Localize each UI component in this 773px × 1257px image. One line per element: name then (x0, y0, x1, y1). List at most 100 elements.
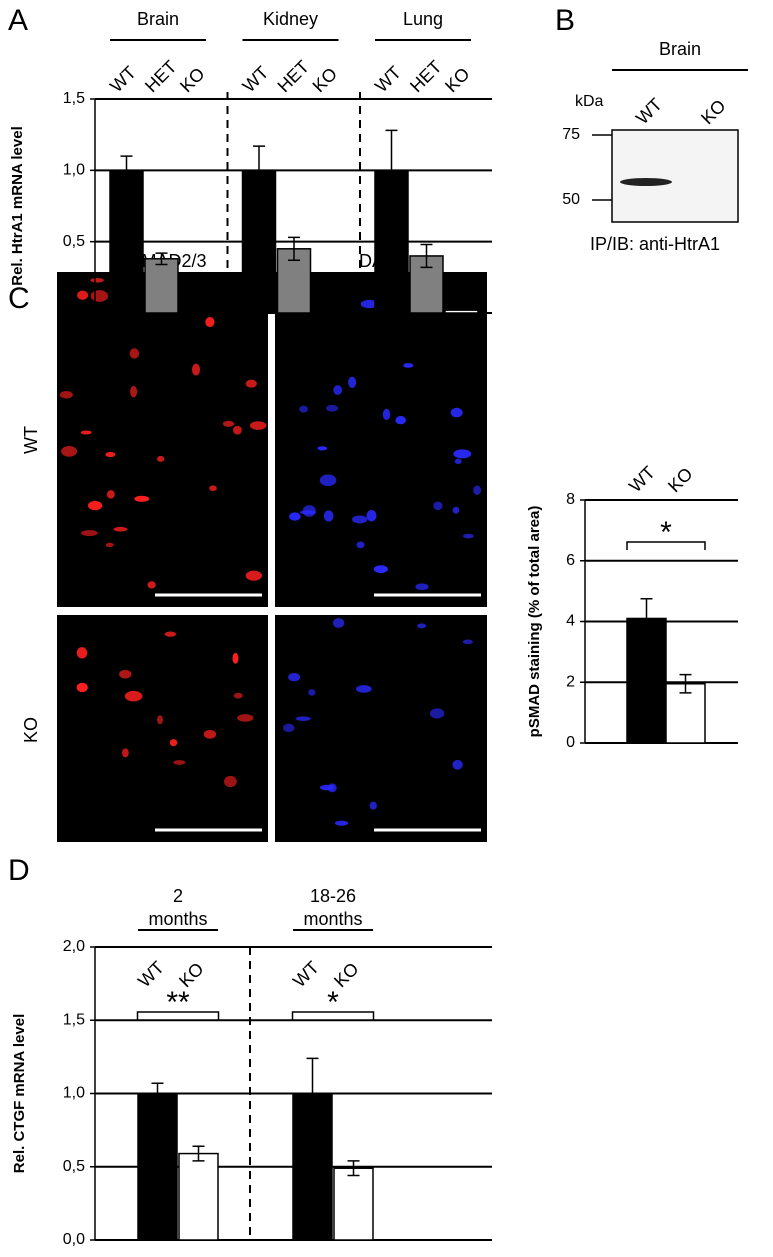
nucleus (245, 570, 262, 581)
nucleus (382, 408, 391, 421)
nucleus (232, 652, 239, 664)
series-label: WT (239, 62, 273, 96)
series-label: KO (176, 64, 209, 97)
nucleus (76, 682, 88, 693)
bar (665, 683, 706, 744)
series-label: WT (134, 957, 168, 991)
error-bar (679, 673, 692, 694)
micrograph (57, 615, 268, 842)
y-tick-label: 2 (566, 673, 575, 690)
nucleus (237, 714, 254, 722)
y-tick-label: 2,0 (63, 938, 85, 955)
bar (137, 1092, 178, 1241)
panel-label: B (555, 4, 575, 37)
group-label: months (303, 909, 362, 929)
panel-label: A (8, 4, 28, 37)
row-label: WT (21, 426, 41, 454)
series-label: HET (406, 57, 446, 97)
y-tick-label: 1,0 (63, 1085, 85, 1102)
nucleus (319, 784, 335, 791)
series-label: WT (289, 957, 323, 991)
nucleus (169, 739, 178, 747)
panel-label: D (8, 854, 30, 887)
nucleus (59, 391, 73, 399)
nucleus (80, 430, 92, 435)
nucleus (360, 299, 379, 309)
y-tick-label: 4 (566, 613, 575, 630)
nucleus (288, 673, 301, 682)
marker-label: 50 (562, 191, 580, 208)
y-tick-label: 0,0 (63, 304, 85, 321)
nucleus (332, 618, 345, 628)
error-bar (192, 1145, 205, 1162)
significance-bracket (626, 541, 706, 550)
nucleus (319, 474, 337, 487)
significance-bracket (291, 1011, 375, 1020)
error-bar (640, 597, 653, 639)
nucleus (473, 485, 482, 495)
series-label: WT (106, 62, 140, 96)
nucleus (283, 723, 295, 733)
nucleus (348, 376, 357, 389)
nucleus (317, 446, 328, 451)
significance-label: ** (166, 986, 190, 1019)
y-tick-label: 0,0 (63, 1231, 85, 1248)
blot-unit: kDa (575, 93, 604, 110)
nucleus (90, 290, 108, 302)
series-label: HET (274, 57, 314, 97)
nucleus (366, 509, 377, 522)
nucleus (134, 495, 150, 502)
y-tick-label: 1,5 (63, 90, 85, 107)
series-label: HET (141, 57, 181, 97)
micrographs (57, 272, 487, 842)
nucleus (129, 348, 140, 359)
significance-label: * (660, 516, 672, 549)
nucleus (90, 277, 104, 283)
bar (626, 617, 667, 744)
nucleus (156, 715, 164, 725)
nucleus (222, 420, 235, 427)
nucleus (326, 404, 339, 412)
nucleus (119, 669, 132, 679)
nucleus (333, 385, 343, 395)
nucleus (454, 458, 462, 464)
y-axis-title: Rel. HtrA1 mRNA level (9, 126, 26, 286)
nucleus (369, 801, 377, 810)
lane-label: KO (697, 96, 730, 129)
nucleus (233, 692, 243, 699)
bar (333, 1167, 374, 1241)
nucleus (308, 689, 316, 696)
nucleus (429, 708, 445, 719)
x-tick-label: KO (664, 464, 697, 497)
nucleus (249, 421, 267, 430)
micrograph (275, 272, 487, 607)
y-axis-title: Rel. CTGF mRNA level (11, 1014, 28, 1173)
nucleus (462, 533, 474, 539)
group-label: Brain (137, 9, 179, 29)
blot-title: Brain (659, 39, 701, 59)
nucleus (417, 623, 427, 629)
nucleus (334, 820, 349, 826)
nucleus (355, 685, 372, 693)
nucleus (462, 639, 473, 645)
nucleus (323, 510, 334, 522)
significance-bracket (136, 1011, 220, 1020)
nucleus (156, 455, 165, 462)
group-label: 18-26 (310, 886, 356, 906)
blot-band (620, 178, 672, 186)
group-label: Lung (403, 9, 443, 29)
nucleus (453, 449, 472, 459)
error-bar (253, 145, 265, 196)
bar (178, 1152, 219, 1241)
nucleus (173, 760, 186, 765)
nucleus (105, 542, 114, 548)
error-bar (347, 1160, 360, 1177)
y-tick-label: 8 (566, 491, 575, 508)
nucleus (373, 565, 388, 573)
nucleus (295, 716, 311, 721)
series-label: KO (309, 64, 342, 97)
error-bar (420, 243, 433, 269)
nucleus (147, 581, 156, 589)
